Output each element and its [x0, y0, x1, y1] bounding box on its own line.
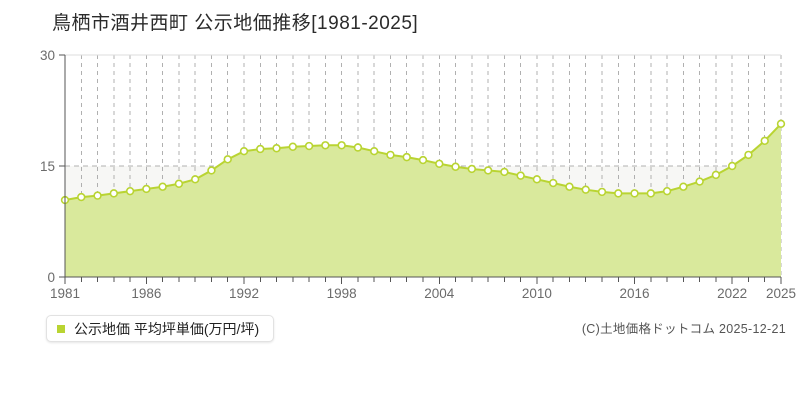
legend-label: 公示地価 平均坪単価(万円/坪): [74, 320, 260, 337]
x-tick-label: 2022: [717, 286, 747, 301]
copyright-credit: (C)土地価格ドットコム 2025-12-21: [581, 322, 786, 336]
x-tick-label: 2025: [766, 286, 796, 301]
x-tick-label: 1992: [229, 286, 259, 301]
series-area-fill: [65, 123, 781, 277]
chart-legend: 公示地価 平均坪単価(万円/坪): [46, 315, 275, 342]
y-tick-label: 30: [40, 48, 55, 63]
x-axis-ticks: [64, 277, 782, 284]
x-tick-label: 2016: [620, 286, 650, 301]
page-title: 鳥栖市酒井西町 公示地価推移[1981-2025]: [0, 8, 800, 35]
y-tick-label: 0: [47, 270, 55, 285]
x-tick-label: 2010: [522, 286, 552, 301]
y-axis-tick-labels: 0 15 30: [40, 48, 55, 285]
x-tick-label: 1981: [50, 286, 80, 301]
x-tick-label: 1998: [327, 286, 357, 301]
legend-swatch-icon: [57, 324, 65, 333]
x-tick-label: 2004: [424, 286, 455, 301]
y-axis-ticks: [59, 54, 65, 278]
series-markers: [60, 119, 786, 205]
x-axis-tick-labels: 1981 1986 1992 1998 2004 2010 2016 2022 2025: [50, 286, 796, 301]
y-tick-label: 15: [40, 159, 55, 174]
chart-title-text: 鳥栖市酒井西町 公示地価推移[1981-2025]: [52, 13, 419, 34]
x-tick-label: 1986: [131, 286, 161, 301]
horizontal-gridlines: [65, 54, 781, 167]
